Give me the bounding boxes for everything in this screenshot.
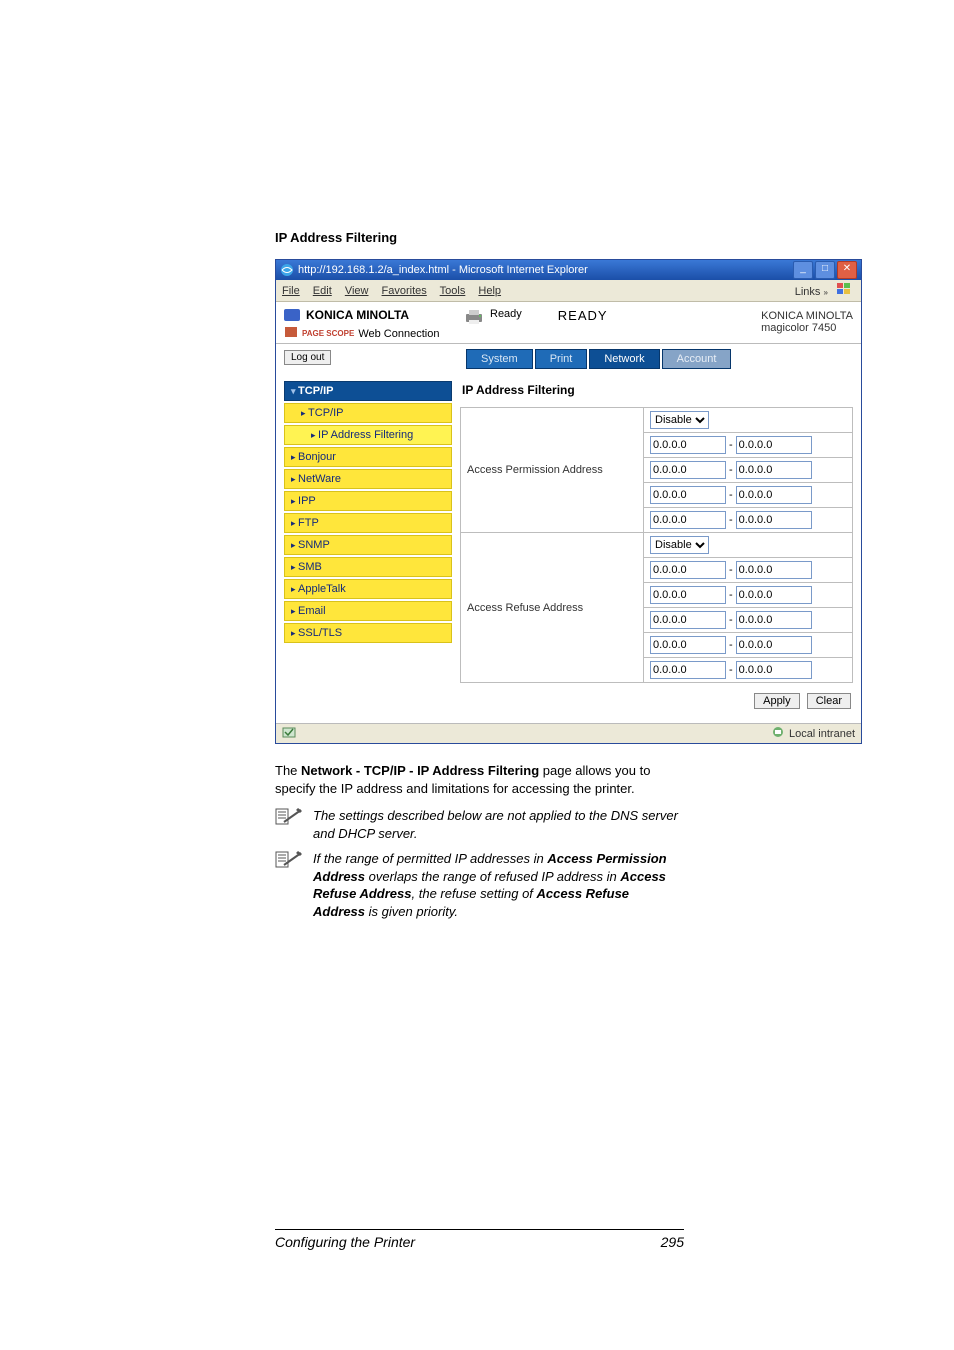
perm-to-4[interactable]: 0.0.0.0 <box>736 511 812 529</box>
perm-label: Access Permission Address <box>461 408 644 533</box>
refuse-to-4[interactable]: 0.0.0.0 <box>736 636 812 654</box>
printer-icon <box>464 308 484 329</box>
section-heading: IP Address Filtering <box>275 230 684 245</box>
links-label[interactable]: Links » <box>791 283 855 298</box>
status-ready-small: Ready <box>490 308 522 320</box>
note2-text: If the range of permitted IP addresses i… <box>313 850 684 920</box>
device-model: magicolor 7450 <box>761 322 853 334</box>
sidebar-item-netware[interactable]: NetWare <box>284 469 452 489</box>
sidebar-item-email[interactable]: Email <box>284 601 452 621</box>
menu-view[interactable]: View <box>345 285 369 297</box>
perm-enable-select[interactable]: Disable <box>650 411 709 429</box>
minimize-button[interactable]: _ <box>793 261 813 279</box>
footer-left: Configuring the Printer <box>275 1234 415 1250</box>
perm-from-1[interactable]: 0.0.0.0 <box>650 436 726 454</box>
note2: If the range of permitted IP addresses i… <box>275 850 684 920</box>
refuse-from-4[interactable]: 0.0.0.0 <box>650 636 726 654</box>
menu-tools[interactable]: Tools <box>440 285 466 297</box>
sidebar-item-appletalk[interactable]: AppleTalk <box>284 579 452 599</box>
refuse-label: Access Refuse Address <box>461 533 644 683</box>
sidebar-item-tcpip[interactable]: TCP/IP <box>284 403 452 423</box>
tabbar: System Print Network Account <box>276 349 861 375</box>
sidebar: TCP/IP TCP/IP IP Address Filtering Bonjo… <box>284 381 452 713</box>
sidebar-item-ipfilter[interactable]: IP Address Filtering <box>284 425 452 445</box>
refuse-from-5[interactable]: 0.0.0.0 <box>650 661 726 679</box>
para1: The Network - TCP/IP - IP Address Filter… <box>275 762 684 797</box>
sidebar-item-bonjour[interactable]: Bonjour <box>284 447 452 467</box>
intranet-label: Local intranet <box>789 728 855 740</box>
refuse-enable-select[interactable]: Disable <box>650 536 709 554</box>
titlebar: http://192.168.1.2/a_index.html - Micros… <box>276 260 861 280</box>
apply-button[interactable]: Apply <box>754 693 800 709</box>
menu-favorites[interactable]: Favorites <box>382 285 427 297</box>
sidebar-item-ftp[interactable]: FTP <box>284 513 452 533</box>
tab-print[interactable]: Print <box>535 349 588 369</box>
menu-items: File Edit View Favorites Tools Help <box>282 285 511 297</box>
close-button[interactable]: ✕ <box>837 261 857 279</box>
perm-from-4[interactable]: 0.0.0.0 <box>650 511 726 529</box>
menu-help[interactable]: Help <box>478 285 501 297</box>
refuse-to-3[interactable]: 0.0.0.0 <box>736 611 812 629</box>
status-left-icon <box>282 726 296 741</box>
page-number: 295 <box>661 1234 684 1250</box>
perm-from-2[interactable]: 0.0.0.0 <box>650 461 726 479</box>
tab-system[interactable]: System <box>466 349 533 369</box>
menu-edit[interactable]: Edit <box>313 285 332 297</box>
device-brand: KONICA MINOLTA <box>761 310 853 322</box>
note1: The settings described below are not app… <box>275 807 684 842</box>
perm-from-3[interactable]: 0.0.0.0 <box>650 486 726 504</box>
pagescope-logo: PAGE SCOPE Web Connection <box>284 326 464 341</box>
refuse-from-2[interactable]: 0.0.0.0 <box>650 586 726 604</box>
brand-mark-icon <box>284 309 300 321</box>
sidebar-header-tcpip[interactable]: TCP/IP <box>284 381 452 401</box>
refuse-to-1[interactable]: 0.0.0.0 <box>736 561 812 579</box>
footer: Configuring the Printer 295 <box>275 1229 684 1250</box>
window-buttons: _ □ ✕ <box>793 261 857 279</box>
statusbar: Local intranet <box>276 723 861 743</box>
sidebar-item-ssltls[interactable]: SSL/TLS <box>284 623 452 643</box>
sidebar-item-smb[interactable]: SMB <box>284 557 452 577</box>
sidebar-item-ipp[interactable]: IPP <box>284 491 452 511</box>
zone-icon <box>771 726 785 741</box>
panel: IP Address Filtering Access Permission A… <box>460 381 853 713</box>
maximize-button[interactable]: □ <box>815 261 835 279</box>
tab-network[interactable]: Network <box>589 349 659 369</box>
refuse-to-2[interactable]: 0.0.0.0 <box>736 586 812 604</box>
ip-filter-table: Access Permission Address Disable 0.0.0.… <box>460 407 853 683</box>
menubar: File Edit View Favorites Tools Help Link… <box>276 280 861 302</box>
pagescope-icon <box>284 326 298 341</box>
menu-file[interactable]: File <box>282 285 300 297</box>
status-ready: READY <box>558 308 608 323</box>
note-icon <box>275 850 303 920</box>
logout-button[interactable]: Log out <box>284 350 331 365</box>
perm-to-2[interactable]: 0.0.0.0 <box>736 461 812 479</box>
ie-window: http://192.168.1.2/a_index.html - Micros… <box>275 259 862 744</box>
brand-logo: KONICA MINOLTA <box>284 308 464 322</box>
ie-icon <box>280 263 294 277</box>
refuse-to-5[interactable]: 0.0.0.0 <box>736 661 812 679</box>
panel-title: IP Address Filtering <box>462 383 853 397</box>
window-title: http://192.168.1.2/a_index.html - Micros… <box>298 264 588 276</box>
note1-text: The settings described below are not app… <box>313 807 684 842</box>
tab-account[interactable]: Account <box>662 349 732 369</box>
sidebar-item-snmp[interactable]: SNMP <box>284 535 452 555</box>
ms-flag-icon <box>837 286 851 298</box>
perm-to-1[interactable]: 0.0.0.0 <box>736 436 812 454</box>
clear-button[interactable]: Clear <box>807 693 851 709</box>
refuse-from-1[interactable]: 0.0.0.0 <box>650 561 726 579</box>
page-content: KONICA MINOLTA PAGE SCOPE Web Connection <box>276 302 861 723</box>
refuse-from-3[interactable]: 0.0.0.0 <box>650 611 726 629</box>
perm-to-3[interactable]: 0.0.0.0 <box>736 486 812 504</box>
note-icon <box>275 807 303 842</box>
